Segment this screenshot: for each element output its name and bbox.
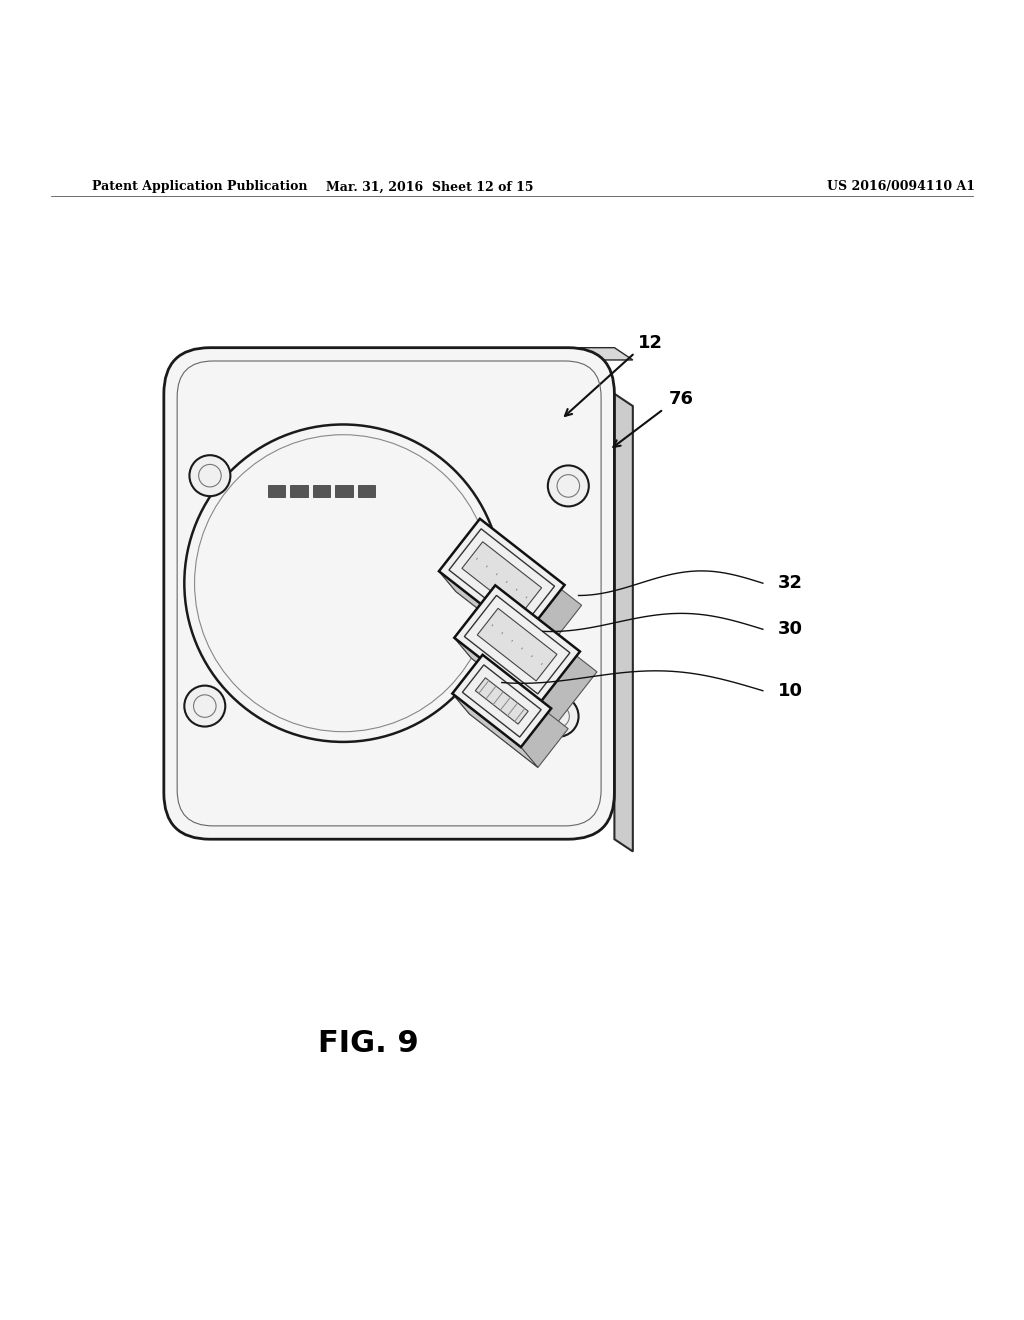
Polygon shape [439,519,564,638]
Text: 30: 30 [778,620,803,639]
Polygon shape [469,675,568,767]
Polygon shape [439,572,541,657]
Text: Patent Application Publication: Patent Application Publication [92,181,307,194]
Polygon shape [453,693,538,767]
Circle shape [538,696,579,737]
Polygon shape [471,606,597,725]
FancyBboxPatch shape [164,347,614,840]
Polygon shape [336,484,352,498]
Polygon shape [614,393,633,851]
Polygon shape [477,609,557,681]
Text: Mar. 31, 2016  Sheet 12 of 15: Mar. 31, 2016 Sheet 12 of 15 [327,181,534,194]
Polygon shape [456,539,582,657]
Circle shape [189,455,230,496]
Polygon shape [358,484,375,498]
Polygon shape [455,585,512,659]
Polygon shape [268,484,285,498]
Text: 32: 32 [778,574,803,593]
Circle shape [548,466,589,507]
Polygon shape [439,519,497,591]
Text: US 2016/0094110 A1: US 2016/0094110 A1 [827,181,975,194]
Text: 10: 10 [778,681,803,700]
Polygon shape [462,541,542,614]
Polygon shape [455,638,556,725]
Polygon shape [210,347,633,360]
Polygon shape [475,677,528,725]
Polygon shape [453,655,500,714]
Polygon shape [455,585,580,704]
Text: 76: 76 [669,389,693,408]
Text: FIG. 9: FIG. 9 [318,1030,419,1059]
Polygon shape [291,484,307,498]
Circle shape [184,685,225,726]
Text: 12: 12 [638,334,663,351]
Polygon shape [313,484,330,498]
Polygon shape [453,655,551,747]
